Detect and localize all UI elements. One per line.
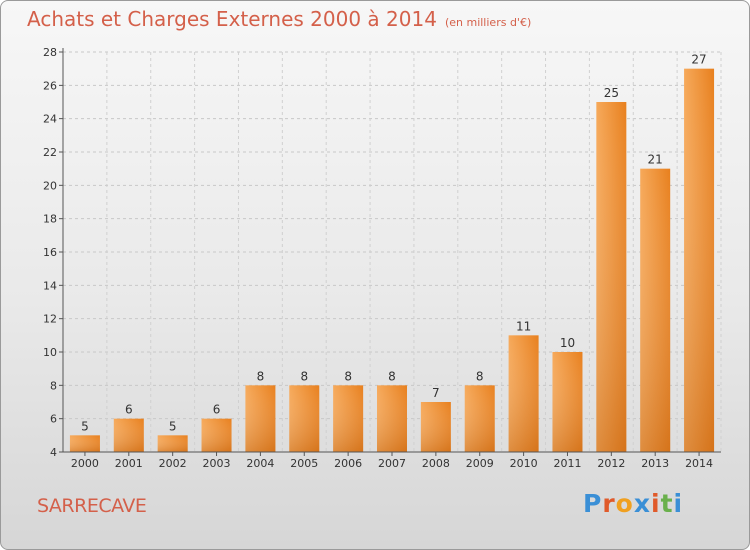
bar-value-label: 21 <box>648 153 663 167</box>
logo-letter: r <box>602 489 616 518</box>
y-tick-label: 6 <box>50 413 57 426</box>
bar-shade <box>69 435 100 452</box>
bar-shade <box>508 335 539 452</box>
bar-shade <box>640 168 671 452</box>
bar-shade <box>684 68 715 453</box>
x-tick-label: 2000 <box>71 457 99 470</box>
proxiti-logo: Proxiti <box>583 489 683 518</box>
bar-value-label: 8 <box>388 369 396 383</box>
bar-value-label: 6 <box>125 403 133 417</box>
x-tick-label: 2007 <box>378 457 406 470</box>
chart-subtitle: (en milliers d'€) <box>444 16 532 29</box>
bar-shade <box>289 385 320 452</box>
bar-shade <box>245 385 276 452</box>
bar-shade <box>596 102 627 452</box>
logo-letter: i <box>651 489 661 518</box>
x-tick-label: 2004 <box>246 457 274 470</box>
bar-value-label: 8 <box>257 369 265 383</box>
y-tick-label: 4 <box>50 446 57 459</box>
axes: 4 6 8 10 12 14 16 18 20 22 24 26 28 2000 2001 2002 2003 2… <box>43 46 721 470</box>
bar-value-label: 27 <box>691 53 706 67</box>
x-tick-label: 2013 <box>641 457 669 470</box>
bar-shade <box>201 418 232 452</box>
x-tick-label: 2010 <box>510 457 538 470</box>
logo-letter: t <box>660 489 674 518</box>
x-tick-label: 2012 <box>597 457 625 470</box>
x-tick-label: 2001 <box>115 457 143 470</box>
y-tick-label: 18 <box>43 213 57 226</box>
bar-shade <box>113 418 144 452</box>
y-tick-label: 26 <box>43 79 57 92</box>
bar-shade <box>157 435 188 452</box>
bar-shade <box>552 352 583 452</box>
bar-value-label: 5 <box>81 419 89 433</box>
y-tick-label: 28 <box>43 46 57 59</box>
place-name: SARRECAVE <box>37 495 147 517</box>
bar-shade <box>464 385 495 452</box>
y-tick-label: 14 <box>43 279 57 292</box>
y-tick-label: 16 <box>43 246 57 259</box>
bar-value-label: 8 <box>476 369 484 383</box>
bar-value-label: 7 <box>432 386 440 400</box>
y-tick-label: 22 <box>43 146 57 159</box>
y-tick-label: 20 <box>43 179 57 192</box>
bar-value-label: 6 <box>213 403 221 417</box>
x-tick-label: 2002 <box>159 457 187 470</box>
x-tick-label: 2003 <box>203 457 231 470</box>
logo-letter: P <box>583 489 603 518</box>
x-tick-label: 2005 <box>290 457 318 470</box>
bar-value-label: 8 <box>344 369 352 383</box>
y-tick-label: 10 <box>43 346 57 359</box>
bar-value-label: 11 <box>516 319 531 333</box>
bar-value-label: 25 <box>604 86 619 100</box>
y-tick-label: 12 <box>43 313 57 326</box>
bar-shade <box>377 385 407 452</box>
bar-value-label: 5 <box>169 419 177 433</box>
x-tick-label: 2008 <box>422 457 450 470</box>
chart-title-text: Achats et Charges Externes 2000 à 2014 <box>27 7 437 31</box>
bar-value-label: 8 <box>300 369 308 383</box>
bar-shade <box>333 385 364 452</box>
x-tick-label: 2014 <box>685 457 713 470</box>
bars: 5 6 5 6 8 8 8 8 7 8 11 10 25 21 27 <box>69 53 715 453</box>
x-tick-label: 2009 <box>466 457 494 470</box>
x-tick-label: 2011 <box>553 457 581 470</box>
bar-value-label: 10 <box>560 336 575 350</box>
logo-letter: x <box>633 489 651 518</box>
y-tick-label: 8 <box>50 379 57 392</box>
logo-letter: o <box>615 489 634 518</box>
x-tick-label: 2006 <box>334 457 362 470</box>
y-tick-label: 24 <box>43 113 57 126</box>
bar-shade <box>420 402 451 452</box>
chart-title: Achats et Charges Externes 2000 à 2014 (e… <box>27 7 531 31</box>
logo-letter: i <box>673 489 684 518</box>
